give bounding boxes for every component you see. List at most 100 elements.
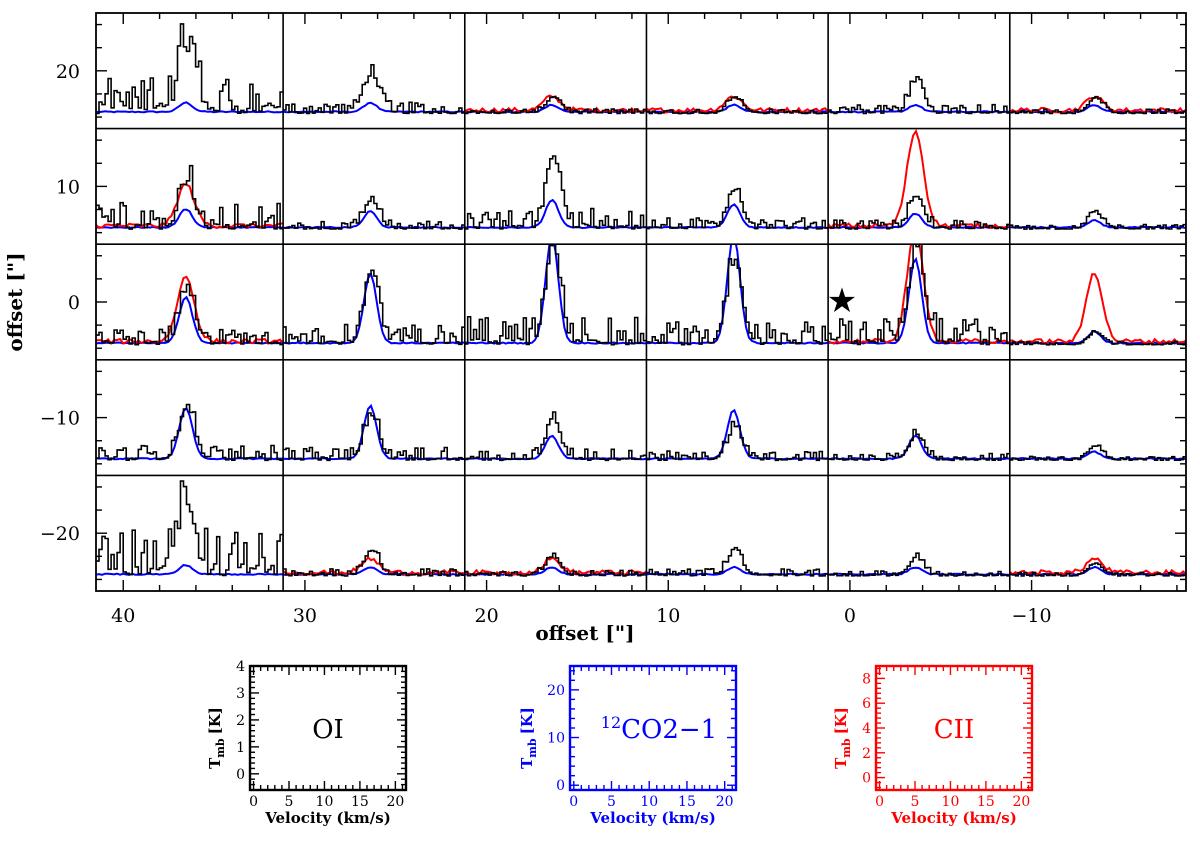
legend-x-label: Velocity (km/s) — [890, 809, 1017, 827]
co-spectrum-r2c4 — [828, 256, 1010, 345]
legend-x-tick-label: 10 — [942, 794, 960, 810]
star-marker: ★ — [827, 281, 857, 321]
oi-spectrum-r3c0 — [96, 403, 284, 462]
x-tick-label: 10 — [656, 605, 680, 627]
x-tick-label: 0 — [844, 605, 856, 627]
legend-x-tick-label: 15 — [977, 794, 995, 810]
oi-spectrum-r1c0 — [96, 164, 284, 230]
oi-spectrum-r3c1 — [283, 412, 465, 462]
legend-y-tick-label: 0 — [236, 767, 245, 783]
oi-spectrum-r1c3 — [646, 187, 829, 230]
oi-spectrum-r2c5 — [1009, 329, 1186, 346]
oi-spectrum-r0c4 — [828, 76, 1010, 115]
legend-y-tick-label: 0 — [556, 778, 565, 794]
co-spectrum-r2c0 — [96, 295, 284, 345]
legend-panel-cii: 0 5 10 15 20 0 2 4 6 8 Velocity (km/s) Tmb [K] CII — [832, 664, 1034, 827]
cii-spectrum-r4c1 — [283, 556, 465, 576]
legend-x-tick-label: 0 — [875, 794, 884, 810]
oi-spectrum-r1c2 — [464, 155, 647, 230]
co-spectrum-r1c3 — [646, 203, 829, 230]
legend-x-tick-label: 20 — [716, 794, 734, 810]
co-spectrum-r4c4 — [828, 566, 1010, 576]
x-tick-label: 30 — [293, 605, 317, 627]
legend-y-tick-label: 1 — [236, 740, 245, 756]
legend-y-label: Tmb [K] — [518, 707, 539, 769]
legend-species-sup: 12 — [601, 713, 621, 732]
co-spectrum-r3c2 — [464, 434, 647, 461]
legend-y-label-sub: mb — [840, 738, 853, 758]
oi-spectrum-r0c5 — [1009, 95, 1186, 115]
legend-x-tick-label: 10 — [640, 794, 658, 810]
co-spectrum-r0c1 — [283, 101, 465, 114]
y-tick-label: −20 — [40, 523, 80, 545]
y-tick-label: −10 — [40, 408, 80, 430]
x-tick-label: 20 — [474, 605, 498, 627]
co-spectrum-r3c3 — [646, 408, 829, 461]
co-spectrum-r0c4 — [828, 103, 1010, 114]
legend-x-tick-label: 5 — [285, 794, 294, 810]
legend-x-tick-label: 5 — [911, 794, 920, 810]
cii-spectrum-r1c4 — [828, 128, 1010, 230]
x-axis-label: offset ["] — [535, 621, 634, 645]
oi-spectrum-r0c2 — [464, 96, 647, 115]
cii-spectrum-r2c0 — [96, 275, 284, 345]
legend-y-tick-label: 10 — [547, 731, 565, 747]
oi-spectrum-r4c5 — [1009, 562, 1186, 577]
oi-spectrum-r4c0 — [96, 480, 284, 577]
oi-spectrum-r2c4 — [828, 244, 1010, 346]
oi-spectrum-r3c3 — [646, 420, 829, 462]
y-tick-label: 20 — [56, 61, 80, 83]
oi-spectrum-r4c2 — [464, 552, 647, 577]
cii-spectrum-r2c5 — [1009, 273, 1186, 346]
legend-x-tick-label: 5 — [607, 794, 616, 810]
co-spectrum-r0c0 — [96, 101, 284, 114]
cii-spectrum-r4c5 — [1009, 557, 1186, 577]
oi-spectrum-r2c1 — [283, 269, 465, 346]
legend-x-tick-label: 0 — [569, 794, 578, 810]
co-spectrum-r3c0 — [96, 406, 284, 461]
x-tick-label: 40 — [111, 605, 135, 627]
co-spectrum-r1c1 — [283, 210, 465, 230]
oi-spectrum-r2c3 — [646, 257, 829, 346]
legend-x-tick-label: 15 — [351, 794, 369, 810]
co-spectrum-r4c3 — [646, 565, 829, 576]
legend-y-label-sub: mb — [214, 738, 227, 758]
legend-x-tick-label: 20 — [1012, 794, 1030, 810]
legend-species-label: 12CO2−1 — [601, 713, 717, 745]
legend-y-tick-label: 20 — [547, 683, 565, 699]
co-spectrum-r3c1 — [283, 403, 465, 461]
legend-x-tick-label: 20 — [386, 794, 404, 810]
legend-y-label-main: T — [832, 757, 850, 769]
oi-spectrum-r1c1 — [283, 195, 465, 230]
oi-spectrum-r0c1 — [283, 64, 465, 115]
oi-spectrum-r3c4 — [828, 428, 1010, 462]
cii-spectrum-r2c4 — [828, 244, 1010, 345]
legend-x-label: Velocity (km/s) — [589, 809, 716, 827]
co-spectrum-r1c2 — [464, 198, 647, 230]
oi-spectrum-r4c4 — [828, 552, 1010, 577]
legend-y-label-sub: mb — [526, 738, 539, 758]
co-spectrum-r2c1 — [283, 271, 465, 345]
oi-spectrum-r4c1 — [283, 549, 465, 577]
y-tick-label: 10 — [56, 176, 80, 198]
co-spectrum-r1c5 — [1009, 218, 1186, 230]
oi-spectrum-r1c5 — [1009, 209, 1186, 230]
legend-y-tick-label: 8 — [862, 671, 871, 687]
co-spectrum-r4c0 — [96, 563, 284, 576]
legend-species-main: CO2−1 — [621, 715, 717, 745]
oi-spectrum-r2c2 — [464, 244, 647, 346]
legend-x-tick-label: 10 — [316, 794, 334, 810]
oi-spectrum-r2c0 — [96, 283, 284, 346]
oi-spectrum-r0c0 — [96, 23, 284, 115]
co-spectrum-r4c1 — [283, 566, 465, 576]
legend-x-tick-label: 0 — [249, 794, 258, 810]
legend-y-label: Tmb [K] — [832, 707, 853, 769]
legend-x-label: Velocity (km/s) — [264, 809, 391, 827]
legend-y-tick-label: 4 — [862, 721, 871, 737]
legend-panel-frame — [248, 664, 408, 792]
legend-x-tick-label: 15 — [678, 794, 696, 810]
legend-y-label-main: T — [206, 757, 224, 769]
